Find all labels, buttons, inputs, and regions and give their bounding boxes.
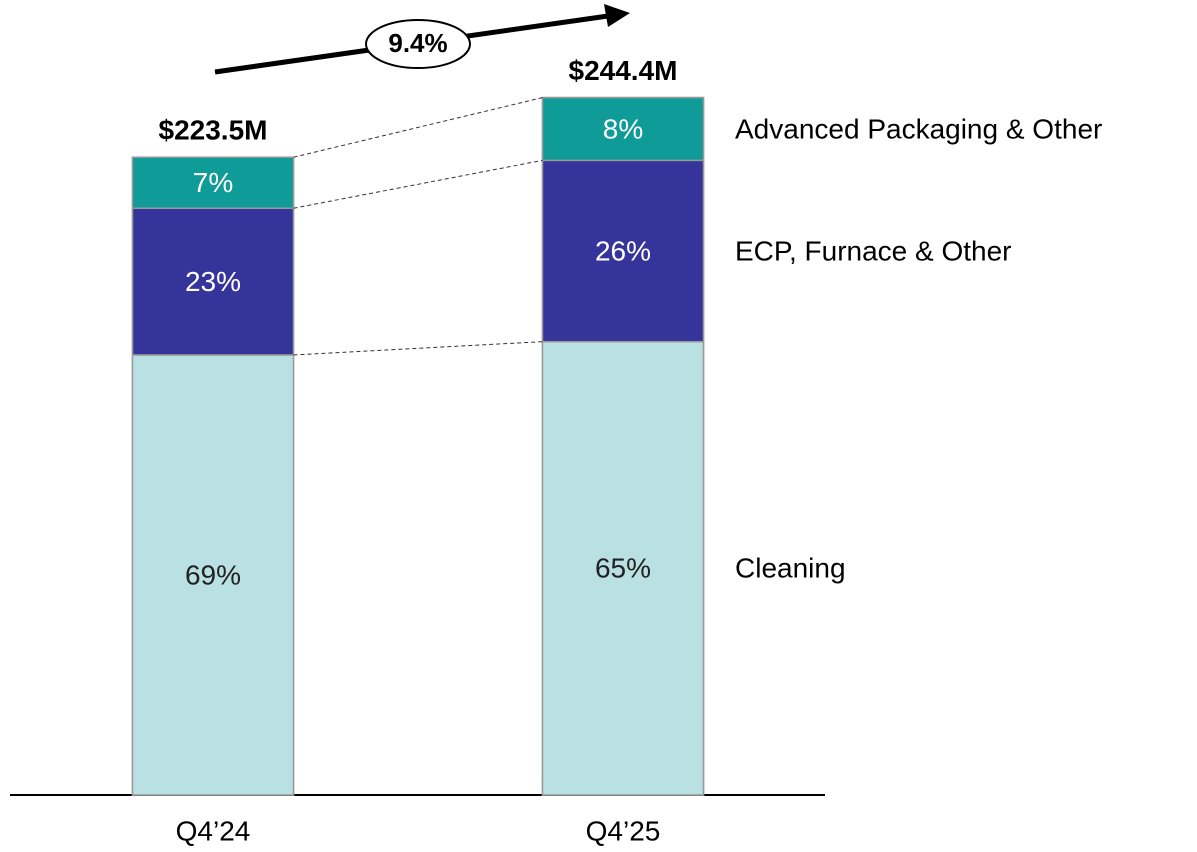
- x-tick-label: Q4’25: [586, 815, 661, 846]
- segment-label: 8%: [603, 113, 643, 144]
- growth-bubble: [365, 19, 471, 69]
- arrow-head: [604, 4, 630, 27]
- segment-label: 26%: [595, 235, 651, 266]
- bar-segment: [541, 96, 705, 162]
- legend-label: Advanced Packaging & Other: [735, 113, 1102, 144]
- legend-label: ECP, Furnace & Other: [735, 235, 1012, 266]
- legend-label: Cleaning: [735, 553, 846, 584]
- segment-label: 7%: [193, 167, 233, 198]
- bar-segment: [541, 159, 705, 343]
- connector: [293, 341, 543, 356]
- x-tick-label: Q4’24: [176, 815, 251, 846]
- segment-label: 65%: [595, 553, 651, 584]
- total-label: $223.5M: [159, 115, 268, 146]
- bar-segment: [131, 156, 295, 209]
- segment-label: 69%: [185, 559, 241, 590]
- bar-segment: [131, 354, 295, 796]
- total-label: $244.4M: [569, 55, 678, 86]
- connector: [293, 97, 543, 158]
- growth-label: 9.4%: [388, 28, 447, 58]
- segment-label: 23%: [185, 266, 241, 297]
- connector: [293, 159, 543, 209]
